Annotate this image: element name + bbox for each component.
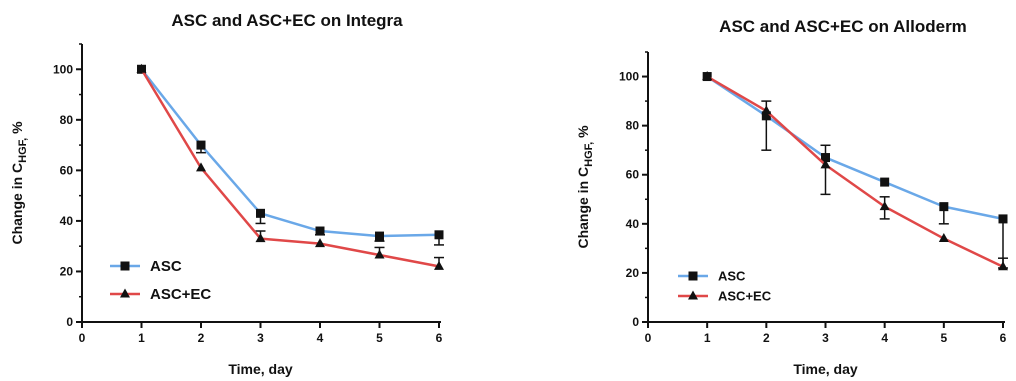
series-line [706, 75, 1004, 221]
x-tick-label: 1 [138, 331, 145, 345]
data-point [702, 71, 713, 81]
y-tick-label: 80 [626, 119, 640, 133]
data-point [375, 231, 384, 241]
y-axis-label-unit: % [575, 125, 591, 142]
y-tick-label: 60 [626, 168, 640, 182]
data-point [434, 230, 444, 240]
data-point [880, 177, 890, 187]
data-point [256, 208, 265, 218]
legend-entry: ASC+EC [110, 286, 211, 303]
data-point [821, 153, 830, 163]
y-tick-label: 0 [632, 315, 639, 329]
legend-marker [120, 261, 130, 271]
data-point [939, 202, 949, 212]
legend-entry: ASC [678, 268, 746, 283]
series-line [140, 68, 440, 268]
data-point [998, 261, 1008, 271]
chart-title: ASC and ASC+EC on Alloderm [719, 17, 967, 36]
y-axis-label-main: Change in C [575, 167, 591, 249]
x-tick-label: 2 [198, 331, 205, 345]
x-tick-label: 3 [822, 331, 829, 345]
data-point [196, 162, 206, 172]
y-tick-label: 40 [60, 214, 74, 228]
data-point [998, 214, 1008, 224]
y-axis-label: Change in CHGF, % [575, 125, 595, 249]
data-point [315, 238, 325, 248]
x-tick-label: 0 [79, 331, 86, 345]
x-axis-label: Time, day [793, 361, 858, 377]
series-line [140, 68, 440, 238]
legend-marker [688, 290, 698, 300]
x-tick-label: 5 [940, 331, 947, 345]
series-line [706, 75, 1004, 268]
x-tick-label: 6 [1000, 331, 1007, 345]
legend-entry: ASC [110, 258, 182, 275]
data-point [315, 226, 325, 236]
x-tick-label: 6 [436, 331, 443, 345]
data-point [879, 201, 890, 211]
y-tick-label: 100 [619, 70, 639, 84]
x-tick-label: 5 [376, 331, 383, 345]
legend-entry: ASC+EC [678, 288, 772, 303]
y-tick-label: 60 [60, 163, 74, 177]
x-tick-label: 4 [881, 331, 888, 345]
series-ASC+EC [136, 63, 444, 270]
legend-marker [688, 271, 698, 281]
data-point [761, 111, 771, 121]
data-point [938, 233, 949, 243]
x-tick-label: 1 [704, 331, 711, 345]
data-point [761, 105, 772, 115]
legend-label: ASC+EC [150, 286, 211, 303]
chart-title: ASC and ASC+EC on Integra [171, 11, 403, 30]
x-tick-label: 2 [763, 331, 770, 345]
y-tick-label: 0 [66, 315, 73, 329]
y-tick-label: 80 [60, 113, 74, 127]
legend-marker [120, 288, 130, 298]
series-ASC+EC [702, 71, 1008, 271]
data-point [196, 140, 206, 150]
y-axis-label: Change in CHGF, % [9, 121, 29, 245]
x-axis-label: Time, day [228, 361, 293, 377]
data-point [255, 233, 266, 243]
legend-label: ASC [718, 268, 746, 283]
y-axis-label-main: Change in C [9, 163, 25, 245]
y-tick-label: 20 [626, 266, 640, 280]
y-tick-label: 20 [60, 264, 74, 278]
y-axis-label-unit: % [9, 121, 25, 138]
data-point [136, 63, 147, 73]
x-tick-label: 3 [257, 331, 264, 345]
legend-label: ASC [150, 258, 182, 275]
data-point [434, 260, 444, 270]
y-tick-label: 40 [626, 217, 640, 231]
y-tick-label: 100 [53, 62, 73, 76]
y-axis-label-subscript: HGF, [583, 142, 595, 167]
data-point [374, 249, 385, 259]
x-tick-label: 0 [645, 331, 652, 345]
y-axis-label-subscript: HGF, [17, 138, 29, 163]
legend-label: ASC+EC [718, 288, 772, 303]
chart-2: ASC and ASC+EC on Alloderm 0 20 40 60 80 100 0 1… [575, 17, 1008, 377]
x-tick-label: 4 [317, 331, 324, 345]
data-point [820, 159, 831, 169]
chart-1: ASC and ASC+EC on Integra 0 20 40 60 80 100 0 1 2… [9, 11, 444, 377]
series-ASC [137, 64, 444, 246]
